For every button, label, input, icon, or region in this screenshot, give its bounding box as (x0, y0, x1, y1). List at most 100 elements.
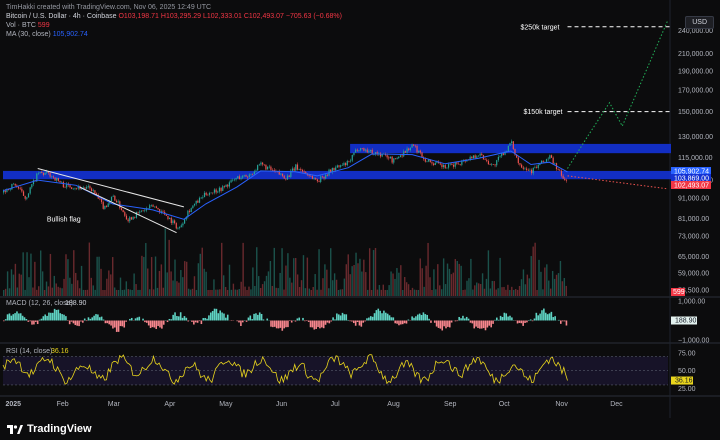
candle-body (286, 175, 289, 180)
volume-bar (306, 257, 309, 296)
volume-bar (250, 289, 252, 296)
macd-histogram-bar (437, 320, 440, 328)
macd-histogram-bar (104, 320, 107, 324)
volume-bar (32, 287, 34, 296)
candle-body (21, 188, 23, 192)
macd-histogram-bar (373, 313, 376, 321)
macd-histogram-bar (12, 314, 15, 321)
macd-histogram-bar (281, 320, 284, 331)
candle-body (293, 168, 295, 171)
candle-body (117, 201, 119, 203)
macd-histogram-bar (428, 318, 430, 321)
volume-bar (10, 269, 13, 296)
volume-bar (372, 250, 375, 296)
volume-bar (279, 272, 281, 296)
candle-body (358, 150, 360, 151)
candle-body (326, 174, 328, 176)
candle-body (522, 167, 524, 169)
volume-bar (203, 268, 205, 296)
macd-histogram-bar (27, 320, 30, 322)
volume-bar (209, 289, 211, 296)
candle-body (51, 176, 53, 178)
volume-bar (38, 286, 40, 296)
macd-histogram-bar (381, 313, 383, 321)
macd-histogram-bar (386, 313, 389, 321)
candle-body (134, 216, 136, 218)
macd-histogram-bar (345, 314, 348, 321)
volume-bar (343, 278, 346, 296)
candle-body (9, 189, 11, 190)
macd-histogram-bar (469, 320, 472, 323)
macd-histogram-bar (336, 313, 338, 321)
macd-histogram-bar (390, 317, 393, 321)
macd-histogram-bar (260, 313, 263, 321)
volume-bar (415, 289, 418, 296)
candle-body (330, 169, 332, 173)
volume-bar (409, 289, 412, 296)
candle-body (247, 176, 249, 178)
volume-bar (193, 276, 196, 296)
candle-body (341, 165, 343, 166)
candle-body (504, 151, 506, 155)
candle-body (350, 160, 352, 162)
volume-bar (213, 279, 215, 296)
volume-bar (384, 289, 386, 296)
candle-body (461, 160, 463, 165)
macd-histogram-bar (123, 320, 126, 328)
candle-body (447, 164, 450, 168)
volume-bar (316, 289, 318, 296)
candle-body (52, 176, 55, 178)
macd-histogram-bar (415, 316, 417, 321)
volume-bar (468, 278, 470, 296)
volume-bar (230, 289, 233, 296)
macd-histogram-bar (494, 319, 496, 321)
volume-bar (148, 289, 151, 296)
ohlc-change: −705.63 (−0.68%) (285, 13, 342, 20)
macd-histogram-bar (337, 314, 340, 321)
candle-body (22, 191, 25, 196)
candle-body (110, 196, 113, 201)
candle-body (84, 187, 86, 189)
candle-body (135, 211, 138, 218)
macd-histogram-bar (208, 315, 210, 321)
macd-histogram-bar (375, 310, 378, 321)
volume-badge-label: 599 (673, 289, 685, 296)
candle-body (374, 152, 377, 155)
volume-bar (199, 253, 202, 296)
macd-histogram-bar (130, 317, 133, 321)
candle-body (323, 177, 325, 179)
macd-histogram-bar (251, 319, 253, 321)
candle-body (509, 143, 511, 146)
macd-histogram-bar (245, 320, 248, 322)
macd-histogram-bar (490, 320, 492, 328)
macd-histogram-bar (426, 314, 428, 321)
macd-histogram-bar (511, 317, 513, 321)
macd-histogram-bar (441, 320, 444, 331)
macd-histogram-bar (279, 320, 282, 328)
candle-body (459, 164, 461, 165)
volume-bar (277, 288, 279, 296)
candle-body (537, 164, 539, 168)
candle-body (265, 165, 267, 170)
candle-body (398, 156, 400, 159)
tradingview-logo[interactable]: TradingView (7, 423, 92, 435)
volume-bar (238, 289, 240, 296)
macd-histogram-bar (144, 320, 146, 323)
macd-histogram-bar (371, 316, 374, 321)
macd-histogram-bar (21, 315, 24, 321)
resistance-zone (3, 170, 671, 180)
volume-bar (143, 256, 145, 296)
candle-body (554, 163, 556, 164)
macd-histogram-bar (356, 320, 359, 323)
volume-bar (106, 278, 108, 296)
macd-histogram-bar (319, 320, 321, 329)
currency-button[interactable]: USD (685, 16, 714, 29)
candle-body (519, 163, 521, 165)
candle-body (472, 155, 475, 159)
volume-bar (129, 289, 131, 296)
volume-bar (84, 289, 87, 296)
candle-body (142, 210, 144, 212)
volume-bar (367, 289, 369, 296)
candle-body (288, 175, 290, 177)
